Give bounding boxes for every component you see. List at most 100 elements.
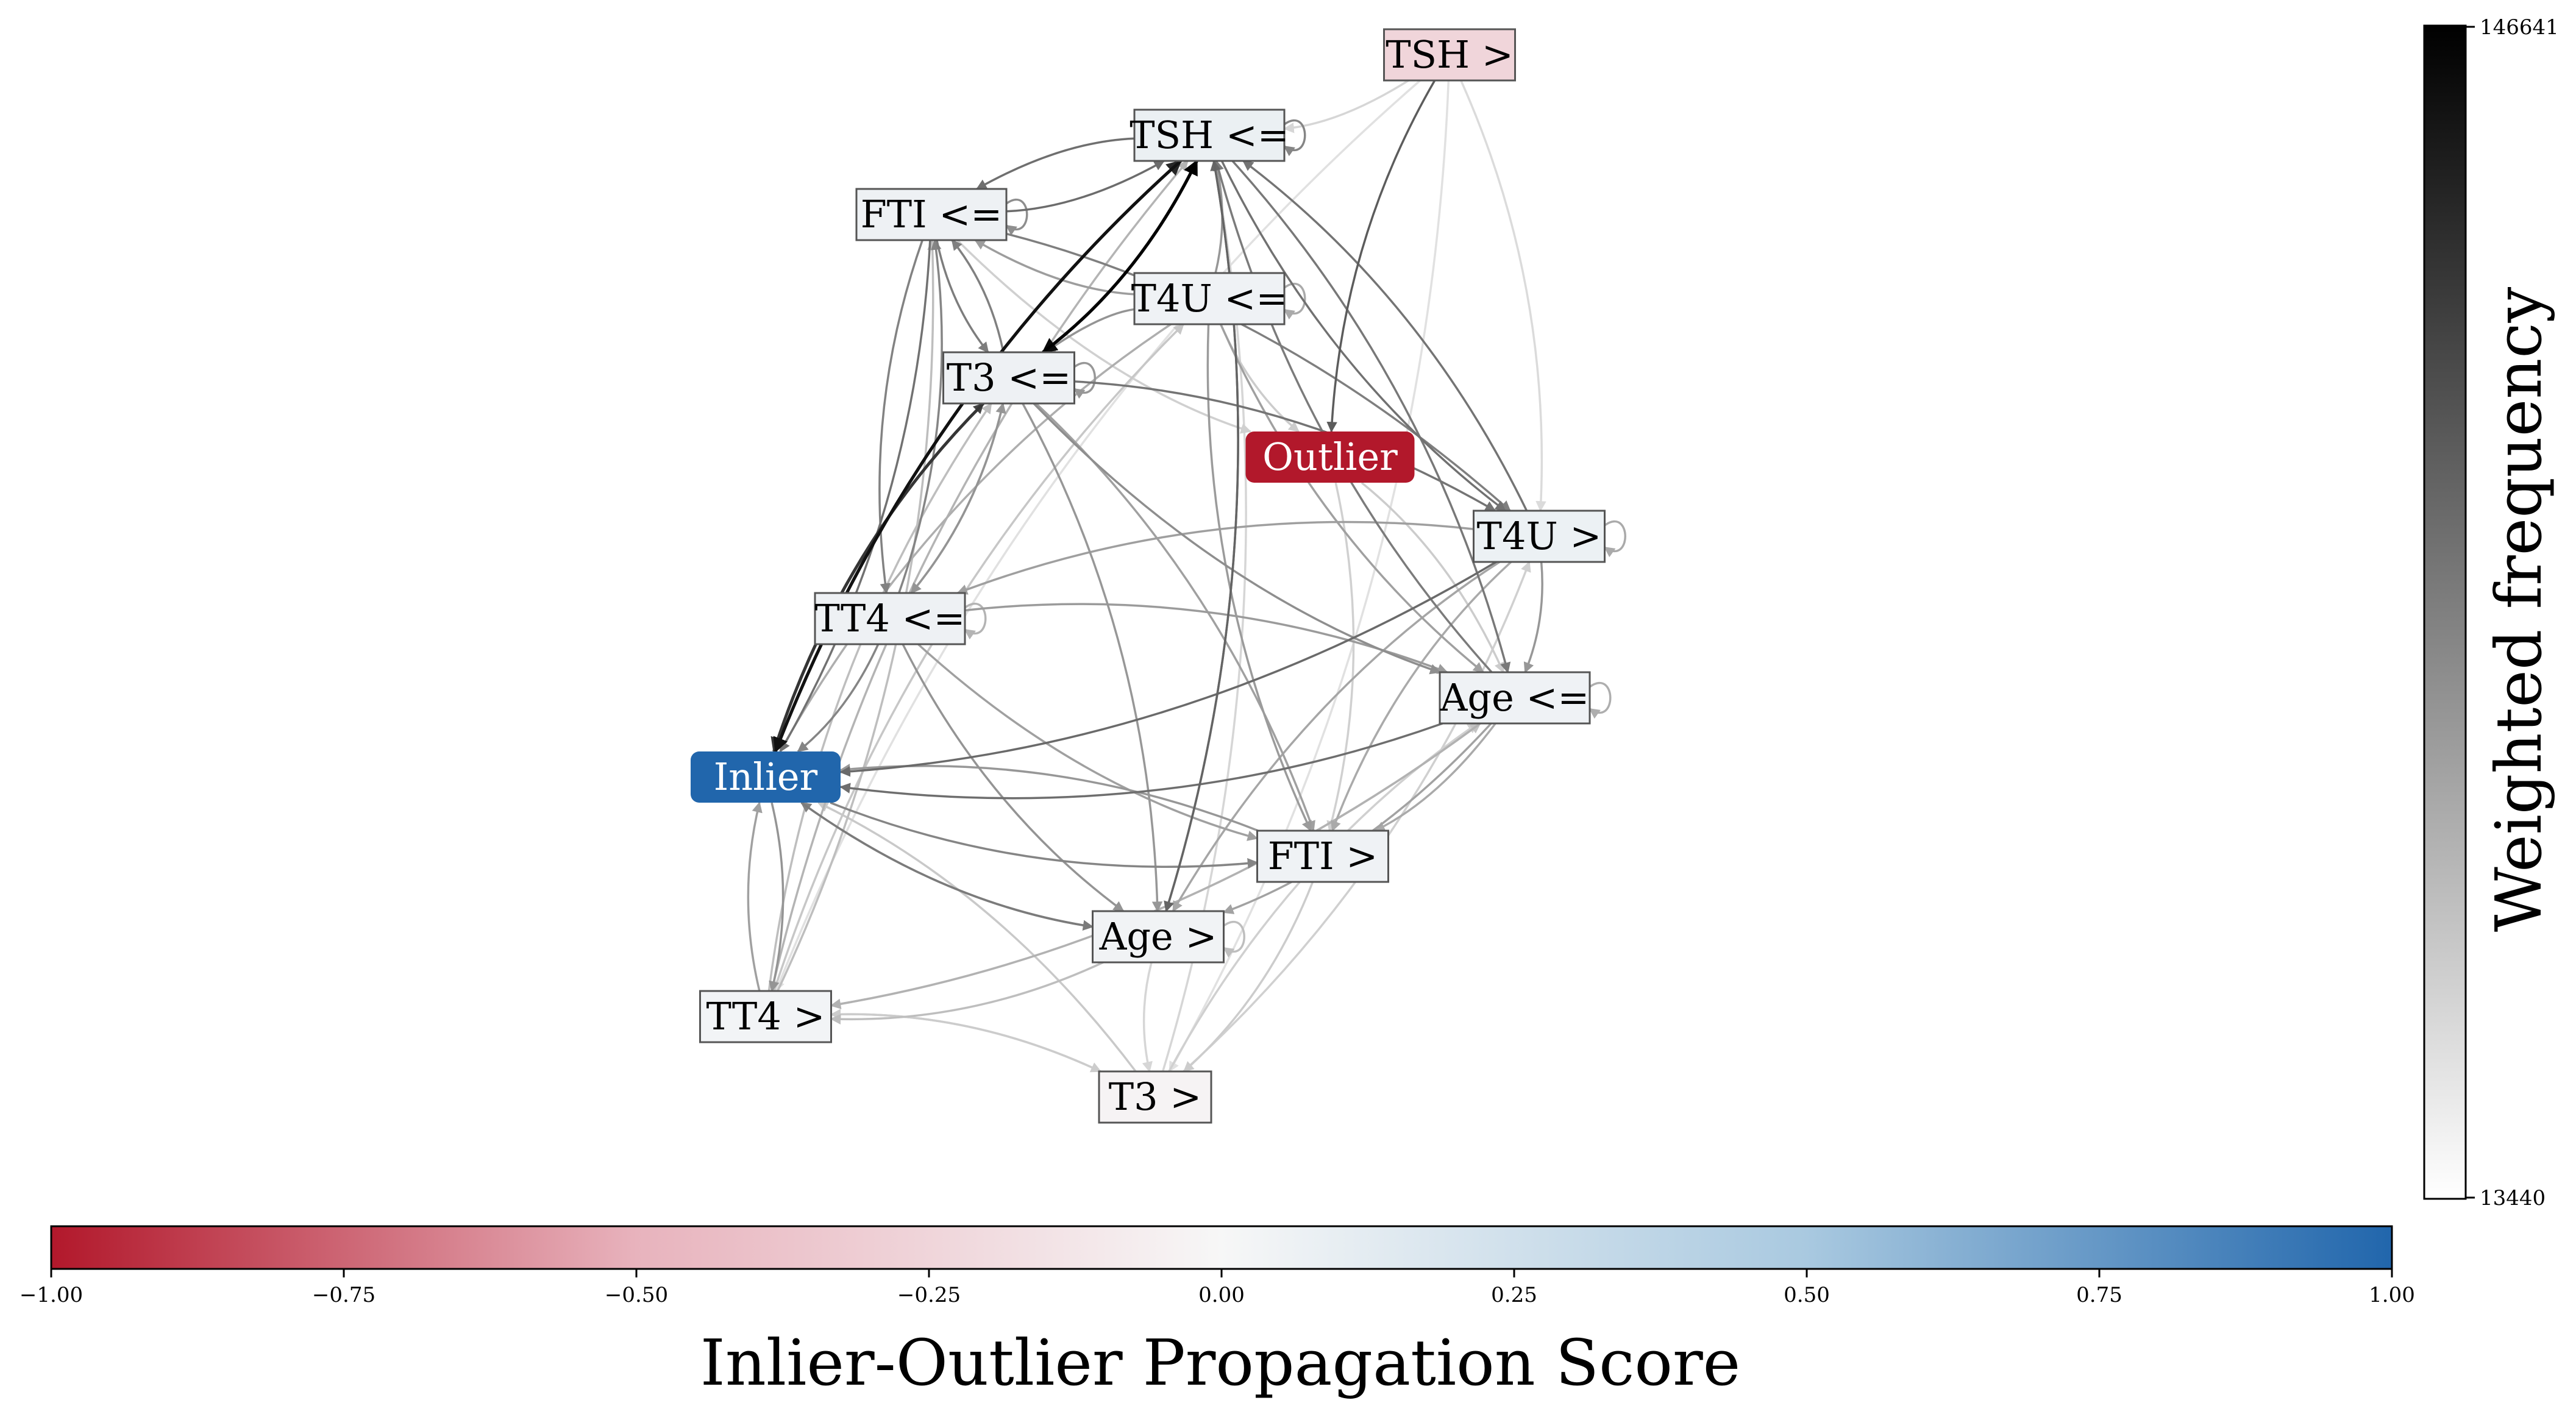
node-box [1098,1070,1212,1124]
node-tsh-le: TSH <= [1130,108,1289,162]
node-label: T4U > [1477,514,1602,558]
edge-t4u-le-to-fti-le [974,239,1135,296]
node-age-le: Age <= [1439,671,1591,725]
node-box [1133,272,1286,325]
node-box [1092,910,1225,964]
edge-tsh-le-to-tsh-le [1283,119,1306,157]
edge-tt4-gt-to-t3-gt [831,1013,1102,1073]
node-label: T4U <= [1131,276,1288,321]
edge-tt4-le-to-inlier [797,644,880,753]
node-label: Age > [1099,914,1217,959]
edge-t4u-le-to-fti-gt [1206,324,1312,832]
edge-age-gt-to-inlier [800,801,1093,928]
node-tsh-gt: TSH > [1383,28,1516,82]
node-label: Inlier [714,755,818,799]
score-tick-label: −1.00 [20,1283,83,1307]
edge-inlier-to-t3-le [772,402,984,752]
node-box [1439,671,1591,725]
node-label: TT4 > [706,994,825,1039]
score-colorbar: −1.00 −0.75 −0.50 −0.25 0.00 0.25 0.50 0.75 1.00… [20,1225,2415,1400]
node-box [1256,829,1389,883]
edge-t3-le-to-t4u-gt [1074,380,1496,512]
edge-tt4-le-to-tt4-le [964,602,987,640]
edge-t3-gt-to-age-le [1168,722,1479,1072]
score-colorbar-title: Inlier-Outlier Propagation Score [700,1326,1740,1400]
node-fti-le: FTI <= [855,188,1008,241]
edge-age-gt-to-tt4-gt [830,961,1104,1025]
edge-t3-le-to-tsh-le [1042,159,1198,353]
score-tick-label: 0.75 [2076,1283,2122,1307]
score-tick-label: 0.25 [1491,1283,1537,1307]
edge-age-le-to-fti-gt [1374,722,1496,832]
weight-tick-min-label: 13440 [2480,1186,2546,1210]
edge-t3-gt-to-tt4-gt [830,1009,1101,1073]
node-box [855,188,1008,241]
node-label: Age <= [1440,675,1590,720]
node-box [1383,28,1516,82]
node-inlier: Inlier [691,751,841,803]
edge-tt4-le-to-fti-gt [917,643,1259,841]
edge-fti-le-to-tsh-le [1006,160,1165,213]
score-colorbar-bar [50,1225,2393,1270]
edge-t4u-le-to-inlier [779,323,1172,753]
edge-fti-le-to-inlier [779,240,931,753]
edge-tsh-le-to-t4u-gt [1220,160,1506,512]
weight-colorbar-bar [2423,24,2467,1200]
score-tick-label: −0.50 [605,1283,668,1307]
edge-tt4-gt-to-tsh-le [770,160,1189,992]
score-tick-label: 0.00 [1198,1283,1245,1307]
node-label: Outlier [1262,435,1398,479]
edge-tsh-le-to-fti-le [975,137,1135,190]
score-colorbar-ticks: −1.00 −0.75 −0.50 −0.25 0.00 0.25 0.50 0.75 1.00 [20,1269,2415,1307]
node-t3-le: T3 <= [942,351,1075,405]
node-box [1473,510,1606,563]
node-label: TSH > [1386,32,1514,77]
node-label: FTI <= [861,192,1002,236]
node-box [1245,431,1415,483]
edge-inlier-to-tt4-gt [769,802,785,992]
node-box [1133,108,1286,162]
edge-tsh-gt-to-t3-gt [1169,80,1450,1073]
node-label: T3 > [1109,1074,1201,1119]
edge-age-gt-to-t3-gt [1142,962,1153,1073]
node-t4u-le: T4U <= [1131,272,1288,325]
edge-age-gt-to-age-gt [1223,920,1245,958]
node-t4u-gt: T4U > [1473,510,1606,563]
edge-fti-gt-to-t3-gt [1183,881,1314,1073]
score-tick-label: 0.50 [1784,1283,1830,1307]
edge-t4u-gt-to-age-le [1523,561,1543,673]
edge-t4u-gt-to-fti-gt [1331,561,1512,832]
edge-tsh-le-to-age-le [1231,160,1511,673]
edge-t4u-le-to-age-le [1220,324,1484,673]
edge-inlier-to-tsh-le [774,160,1182,752]
node-fti-gt: FTI > [1256,829,1389,883]
edge-t4u-gt-to-t4u-gt [1604,520,1626,558]
edge-t4u-gt-to-inlier [839,561,1497,777]
edge-inlier-to-fti-gt [830,801,1259,869]
edge-t3-gt-to-inlier [817,801,1137,1073]
weight-colorbar-title: Weighted frequency [2482,286,2556,932]
edges-layer [747,79,1626,1073]
node-outlier: Outlier [1245,431,1415,483]
score-tick-label: −0.75 [312,1283,375,1307]
edge-age-le-to-inlier [839,722,1443,800]
edge-tt4-le-to-fti-le [898,239,943,594]
node-t3-gt: T3 > [1098,1070,1212,1124]
weight-colorbar: 146641 13440 Weighted frequency [2423,15,2559,1210]
node-label: TSH <= [1130,113,1289,157]
edge-t4u-gt-to-age-gt [1172,561,1501,912]
edge-t3-le-to-inlier [770,402,985,753]
node-tt4-le: TT4 <= [814,592,966,645]
edge-tsh-gt-to-tsh-le [1283,79,1409,133]
edge-tsh-gt-to-t4u-gt [1460,80,1546,512]
score-tick-label: 1.00 [2369,1283,2415,1307]
edge-fti-le-to-fti-le [1005,198,1028,236]
nodes-layer: TSH > TSH <= FTI <= T4U <= T3 <= Outlier T4U >… [691,28,1606,1124]
edge-t3-le-to-age-le [1033,402,1441,675]
node-label: T3 <= [947,355,1071,400]
edge-inlier-to-age-gt [800,801,1094,931]
node-label: FTI > [1268,834,1378,878]
edge-t3-le-to-t3-le [1073,361,1096,399]
node-box [942,351,1075,405]
